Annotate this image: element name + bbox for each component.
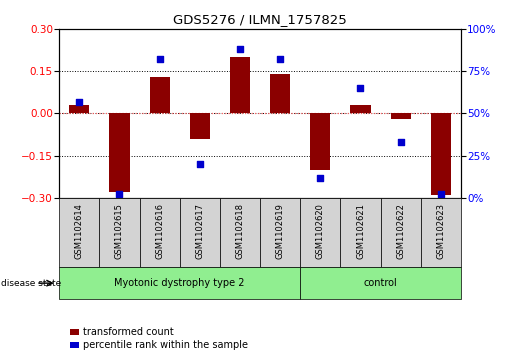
Point (437, 192, 445, 197)
Bar (390, 113, 410, 119)
Bar (190, 113, 210, 139)
Bar (421, 198, 461, 267)
Bar (59, 267, 300, 299)
Point (316, 175, 324, 180)
Point (75, 99, 83, 105)
Text: GSM1102616: GSM1102616 (155, 203, 164, 259)
Bar (140, 198, 180, 267)
Text: GSM1102621: GSM1102621 (356, 203, 365, 259)
Text: Myotonic dystrophy type 2: Myotonic dystrophy type 2 (114, 278, 245, 288)
Text: control: control (364, 278, 398, 288)
Bar (431, 113, 451, 195)
Text: GSM1102619: GSM1102619 (276, 203, 285, 259)
Text: GSM1102614: GSM1102614 (75, 203, 84, 259)
Text: GSM1102620: GSM1102620 (316, 203, 325, 259)
Title: GDS5276 / ILMN_1757825: GDS5276 / ILMN_1757825 (173, 13, 347, 26)
Point (236, 46, 244, 52)
Text: percentile rank within the sample: percentile rank within the sample (83, 340, 248, 350)
Bar (300, 198, 340, 267)
Bar (381, 198, 421, 267)
Bar (59, 198, 99, 267)
Text: transformed count: transformed count (83, 327, 174, 337)
Bar (300, 267, 461, 299)
Bar (180, 198, 220, 267)
Bar (99, 198, 140, 267)
Bar (310, 113, 330, 170)
Point (196, 161, 204, 167)
Text: GSM1102618: GSM1102618 (235, 203, 245, 259)
Bar (270, 74, 290, 113)
Bar (230, 57, 250, 113)
Bar (70, 329, 79, 335)
Bar (350, 105, 370, 113)
Point (397, 139, 405, 145)
Text: disease state: disease state (1, 279, 61, 287)
Text: GSM1102623: GSM1102623 (436, 203, 445, 259)
Point (115, 192, 124, 197)
Point (276, 57, 284, 62)
Bar (340, 198, 381, 267)
Text: GSM1102615: GSM1102615 (115, 203, 124, 259)
Point (156, 57, 164, 62)
Bar (149, 77, 169, 113)
Bar (109, 113, 129, 192)
Text: GSM1102622: GSM1102622 (396, 203, 405, 259)
Point (356, 85, 365, 91)
Text: GSM1102617: GSM1102617 (195, 203, 204, 259)
Bar (70, 342, 79, 348)
Bar (220, 198, 260, 267)
Bar (260, 198, 300, 267)
Bar (69, 105, 89, 113)
